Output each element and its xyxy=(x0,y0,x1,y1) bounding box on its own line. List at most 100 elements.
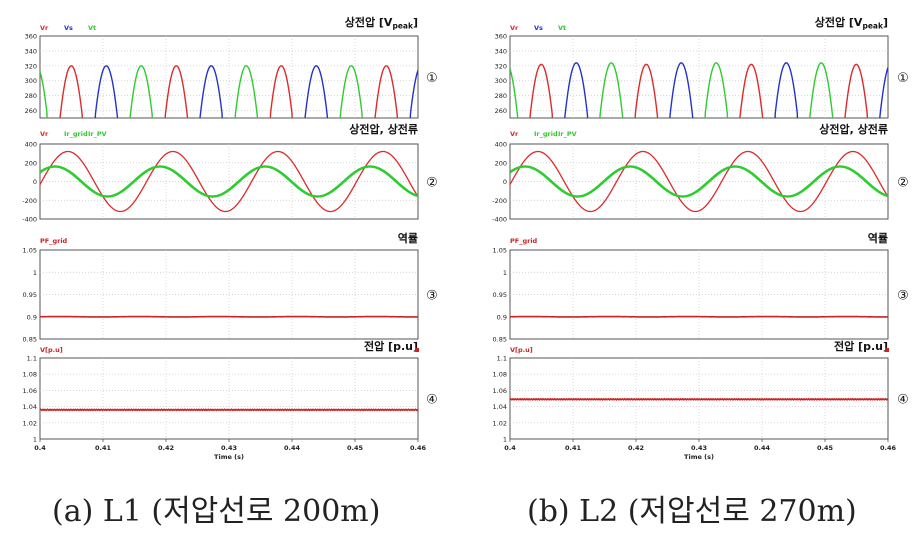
panel-title: 상전압, 상전류 xyxy=(349,122,418,136)
plot-frame xyxy=(39,35,419,119)
y-tick-label: 1.06 xyxy=(493,387,507,395)
legend-entry: Ir_grid xyxy=(64,130,88,138)
panel-marker: ④ xyxy=(897,393,909,408)
legend-entry: PF_grid xyxy=(40,237,68,245)
y-tick-label: 200 xyxy=(25,159,37,167)
y-tick-label: 1.05 xyxy=(493,247,507,255)
legend-entry: Ir_PV xyxy=(558,130,577,138)
x-tick-label: 0.41 xyxy=(565,444,582,452)
panel-title-end: ] xyxy=(413,16,418,29)
y-tick-label: 0.9 xyxy=(497,313,507,321)
panel-4: 1.1 1.08 1.06 1.04 1.02 1 V[p.u] 전압 [p.u] ④ 0.4 0.… xyxy=(493,339,909,461)
y-tick-label: 1.02 xyxy=(23,419,37,427)
y-tick-label: 320 xyxy=(25,62,37,70)
y-tick-label: 280 xyxy=(25,92,37,100)
x-axis-label: Time (s) xyxy=(214,453,244,461)
x-tick-label: 0.42 xyxy=(628,444,644,452)
caption-a: (a) L1 (저압선로 200m) xyxy=(52,494,381,529)
panel-title: 상전압, 상전류 xyxy=(819,122,888,136)
y-tick-label: 340 xyxy=(495,47,507,55)
y-tick-label: 360 xyxy=(495,33,507,41)
panel-3: 1.05 1 0.95 0.9 0.85 PF_grid 역률 ③ xyxy=(23,231,438,344)
x-tick-label: 0.4 xyxy=(34,444,46,452)
panel-title-main: 상전압 [V xyxy=(345,15,393,29)
legend-entry: Vt xyxy=(88,24,96,32)
x-tick-label: 0.46 xyxy=(880,444,897,452)
x-tick-label: 0.46 xyxy=(410,444,427,452)
panel-2: 400 200 0 -200 -400 Vr Ir_grid Ir_PV 상전압, 상전류 ② xyxy=(22,122,438,224)
y-tick-label: 1.08 xyxy=(493,371,507,379)
y-tick-label: 0.95 xyxy=(493,291,507,299)
x-tick-label: 0.44 xyxy=(754,444,771,452)
x-axis-label: Time (s) xyxy=(684,453,714,461)
plot-area xyxy=(40,150,418,213)
panel-title: 전압 [p.u] xyxy=(364,339,418,353)
chart-l2: 360 340 320 300 280 260 Vr Vs Vt 상전압 [Vpeak] ① 400 2… xyxy=(492,15,909,461)
series-vs xyxy=(94,65,418,118)
y-tick-label: 1.1 xyxy=(27,355,37,363)
legend-entry: Vr xyxy=(510,130,519,138)
series-ir-pv xyxy=(510,165,888,198)
panel-2: 400 200 0 -200 -400 Vr Ir_grid Ir_PV 상전압, 상전류 ② xyxy=(492,122,909,224)
panel-1: 360 340 320 300 280 260 Vr Vs Vt 상전압 [Vpeak] ① xyxy=(25,15,438,119)
y-tick-label: 0 xyxy=(503,178,507,186)
y-tick-label: -200 xyxy=(22,197,37,205)
y-tick-label: 1.1 xyxy=(497,355,507,363)
y-tick-label: 400 xyxy=(495,141,507,149)
y-tick-label: 360 xyxy=(25,33,37,41)
y-tick-label: 1.06 xyxy=(23,387,37,395)
series-vt xyxy=(40,65,363,118)
panel-title-sub: peak xyxy=(862,22,884,31)
y-tick-label: 0.85 xyxy=(23,336,37,344)
panel-marker: ② xyxy=(426,176,438,191)
plot-area xyxy=(40,408,418,412)
y-tick-label: 1 xyxy=(503,269,507,277)
series-vpu xyxy=(510,397,888,401)
panel-title-main: 상전압 [V xyxy=(815,15,863,29)
x-tick-label: 0.44 xyxy=(284,444,301,452)
y-tick-label: 1 xyxy=(33,436,37,444)
panel-marker: ③ xyxy=(426,289,438,304)
series-vs xyxy=(564,62,888,118)
series-ir-pv xyxy=(40,165,418,198)
x-tick-label: 0.41 xyxy=(95,444,112,452)
y-tick-label: 1.08 xyxy=(23,371,37,379)
panel-marker: ① xyxy=(426,71,438,86)
plot-frame xyxy=(39,357,419,440)
y-tick-label: 1 xyxy=(503,436,507,444)
panel-1: 360 340 320 300 280 260 Vr Vs Vt 상전압 [Vpeak] ① xyxy=(495,15,909,119)
y-tick-label: 400 xyxy=(25,141,37,149)
panel-marker: ② xyxy=(897,176,909,191)
y-tick-label: 260 xyxy=(495,107,507,115)
panel-title: 상전압 [Vpeak] xyxy=(345,15,418,31)
y-tick-label: 1.05 xyxy=(23,247,37,255)
x-tick-label: 0.43 xyxy=(691,444,707,452)
x-tick-label: 0.4 xyxy=(504,444,516,452)
y-tick-label: 340 xyxy=(25,47,37,55)
x-tick-label: 0.43 xyxy=(221,444,237,452)
panel-title-end: ] xyxy=(883,16,888,29)
x-tick-label: 0.42 xyxy=(158,444,174,452)
y-tick-label: 300 xyxy=(495,77,507,85)
legend-entry: V[p.u] xyxy=(510,346,533,354)
legend-entry: Vr xyxy=(40,130,49,138)
panel-4: 1.1 1.08 1.06 1.04 1.02 1 V[p.u] 전압 [p.u] ④ 0.4 0.… xyxy=(23,339,438,461)
x-tick-label: 0.45 xyxy=(817,444,834,452)
legend-entry: Ir_grid xyxy=(534,130,558,138)
y-tick-label: 1.04 xyxy=(493,403,507,411)
y-tick-label: 280 xyxy=(495,92,507,100)
y-tick-label: 200 xyxy=(495,159,507,167)
plot-area xyxy=(510,62,888,118)
y-tick-label: -400 xyxy=(22,216,37,224)
legend-entry: Vt xyxy=(558,24,566,32)
y-tick-label: 320 xyxy=(495,62,507,70)
legend-entry: Vs xyxy=(534,24,543,32)
series-vpu xyxy=(40,408,418,412)
y-tick-label: 0 xyxy=(33,178,37,186)
panel-marker: ① xyxy=(897,71,909,86)
plot-area xyxy=(40,65,418,118)
panel-title: 역률 xyxy=(398,231,418,245)
y-tick-label: 0.85 xyxy=(493,336,507,344)
y-tick-label: 0.9 xyxy=(27,313,37,321)
